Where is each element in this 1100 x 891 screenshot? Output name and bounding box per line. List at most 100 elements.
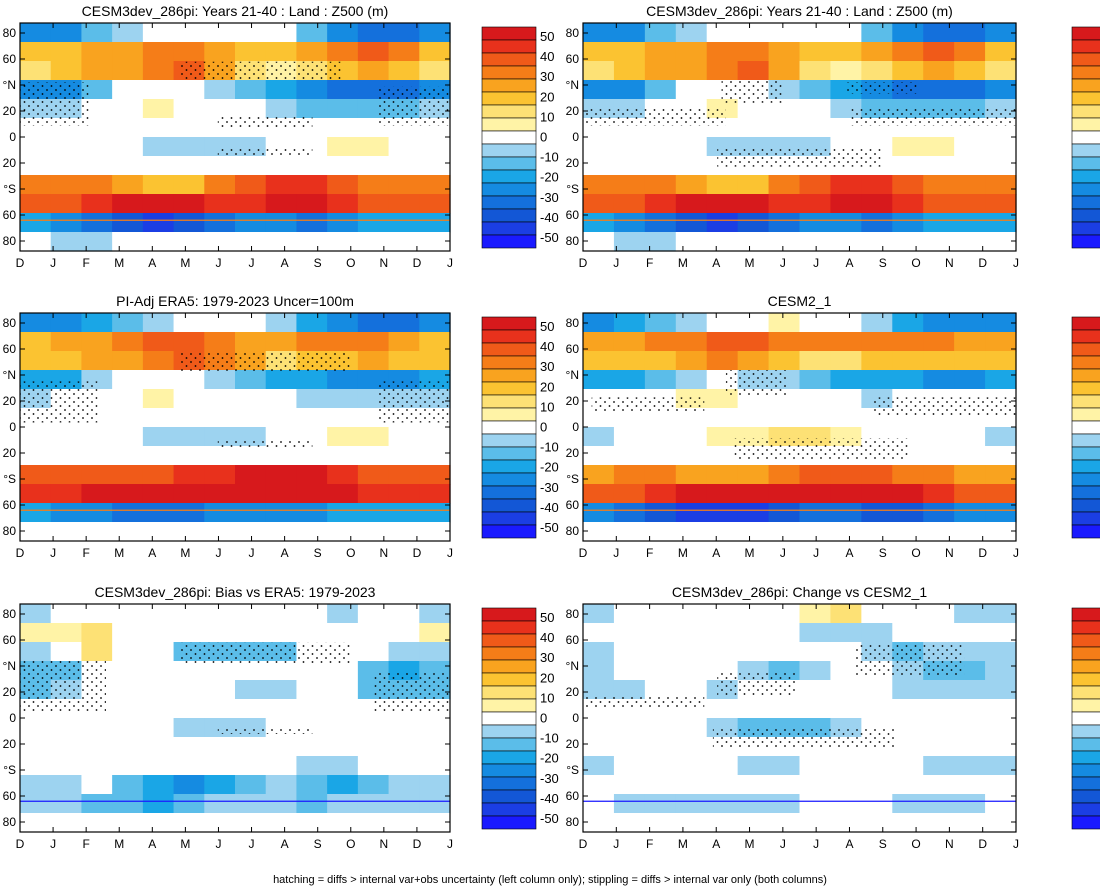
- panel-title: CESM3dev_286pi: Change vs CESM2_1: [672, 584, 927, 600]
- heatmap-cell: [613, 313, 646, 333]
- heatmap-cell: [50, 604, 83, 624]
- heatmap-cell: [706, 42, 739, 62]
- heatmap-cell: [142, 465, 175, 485]
- colorbar-label: -30: [540, 190, 559, 205]
- heatmap-cell: [706, 794, 739, 814]
- colorbar-swatch: [1071, 763, 1100, 778]
- heatmap-cell: [830, 389, 862, 409]
- heatmap-cell: [20, 718, 52, 738]
- stipple-region: [20, 381, 98, 423]
- heatmap-cell: [613, 408, 646, 428]
- heatmap-cell: [644, 642, 677, 662]
- y-tick-label: 80: [566, 26, 580, 40]
- colorbar-swatch: [481, 329, 537, 344]
- heatmap-cell: [327, 408, 359, 428]
- heatmap-cell: [799, 23, 832, 43]
- heatmap-cell: [892, 680, 924, 700]
- heatmap-cell: [830, 604, 862, 624]
- y-tick-label: 60: [566, 633, 580, 647]
- x-tick-label: D: [978, 546, 987, 560]
- heatmap-cell: [613, 427, 646, 447]
- heatmap-cell: [644, 137, 677, 157]
- heatmap-cell: [954, 313, 986, 333]
- x-tick-label: D: [413, 837, 422, 851]
- x-tick-label: O: [346, 546, 355, 560]
- heatmap-cell: [419, 213, 451, 233]
- heatmap-cell: [644, 623, 677, 643]
- heatmap-cell: [583, 484, 615, 504]
- heatmap-cell: [327, 775, 359, 795]
- heatmap-cell: [737, 408, 770, 428]
- colorbar-swatch: [1071, 104, 1100, 119]
- heatmap-cell: [327, 623, 359, 643]
- heatmap-cell: [20, 775, 52, 795]
- heatmap-cell: [675, 756, 708, 776]
- x-tick-label: J: [780, 256, 786, 270]
- y-tick-label: 60: [3, 498, 17, 512]
- colorbar-label: -10: [540, 150, 559, 165]
- heatmap-cell: [265, 332, 298, 352]
- heatmap-cell: [985, 756, 1017, 776]
- x-tick-label: D: [16, 256, 25, 270]
- heatmap-cell: [296, 737, 328, 757]
- heatmap-cell: [923, 503, 955, 523]
- heatmap-cell: [861, 175, 893, 195]
- heatmap-cell: [20, 623, 52, 643]
- colorbar-swatch: [481, 633, 537, 648]
- heatmap-cell: [419, 756, 451, 776]
- heatmap-cell: [419, 427, 451, 447]
- heatmap-cell: [799, 680, 832, 700]
- heatmap-cell: [583, 623, 615, 643]
- heatmap-cell: [327, 484, 359, 504]
- heatmap-cell: [768, 313, 801, 333]
- heatmap-cell: [265, 23, 298, 43]
- heatmap-cell: [830, 756, 862, 776]
- heatmap-cells: [583, 604, 1017, 833]
- x-tick-label: O: [911, 546, 920, 560]
- heatmap-cell: [706, 23, 739, 43]
- heatmap-cell: [799, 389, 832, 409]
- heatmap-cell: [954, 680, 986, 700]
- heatmap-cell: [173, 80, 205, 100]
- colorbar-swatch: [481, 472, 537, 487]
- heatmap-cell: [613, 42, 646, 62]
- heatmap-cell: [112, 408, 144, 428]
- heatmap-cell: [985, 813, 1017, 833]
- heatmap-cell: [20, 604, 52, 624]
- heatmap-cell: [861, 61, 893, 81]
- heatmap-cell: [985, 213, 1017, 233]
- heatmap-cell: [50, 194, 83, 214]
- heatmap-cell: [20, 23, 52, 43]
- heatmap-cell: [830, 623, 862, 643]
- heatmap-cell: [296, 23, 328, 43]
- heatmap-cell: [357, 484, 390, 504]
- heatmap-cell: [81, 756, 113, 776]
- heatmap-cell: [768, 503, 801, 523]
- colorbar-swatch: [1071, 208, 1100, 223]
- heatmap-cell: [583, 80, 615, 100]
- stipple-region: [855, 645, 965, 677]
- panel-6: CESM3dev_286pi: Change vs CESM2_1 D J F M A M J…: [566, 584, 1100, 851]
- heatmap-cell: [892, 23, 924, 43]
- heatmap-cell: [235, 522, 267, 542]
- colorbar-swatch: [481, 776, 537, 791]
- heatmap-cell: [799, 794, 832, 814]
- heatmap-cell: [613, 80, 646, 100]
- heatmap-cell: [173, 42, 205, 62]
- heatmap-cell: [768, 118, 801, 138]
- heatmap-cell: [81, 465, 113, 485]
- heatmap-cell: [954, 813, 986, 833]
- colorbar-swatch: [481, 711, 537, 726]
- colorbar-label: -50: [540, 230, 559, 245]
- heatmap-cell: [112, 484, 144, 504]
- heatmap-cell: [985, 737, 1017, 757]
- colorbar-swatch: [481, 620, 537, 635]
- heatmap-cell: [985, 137, 1017, 157]
- heatmap-cell: [675, 794, 708, 814]
- colorbar-swatch: [1071, 221, 1100, 236]
- heatmap-cell: [265, 737, 298, 757]
- heatmap-cell: [142, 756, 175, 776]
- heatmap-cell: [388, 42, 420, 62]
- heatmap-cell: [675, 427, 708, 447]
